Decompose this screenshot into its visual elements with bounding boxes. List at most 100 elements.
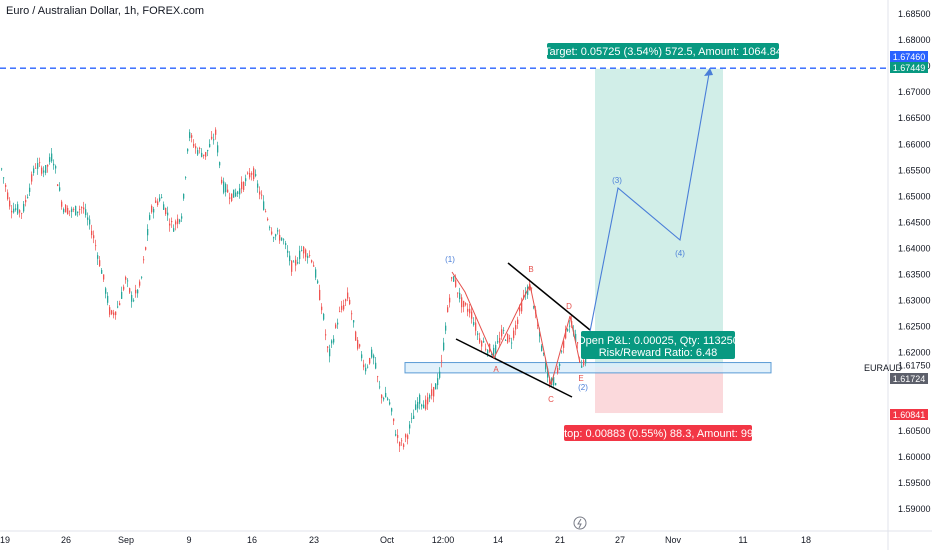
candle-body [517, 319, 519, 324]
candle-body [145, 247, 147, 250]
candle-body [451, 277, 453, 279]
candle-body [495, 345, 497, 354]
candle-body [139, 281, 141, 286]
x-tick-label: 14 [493, 535, 503, 545]
candle-body [147, 229, 149, 236]
candle-body [441, 360, 443, 362]
candle-body [271, 231, 273, 235]
candle-body [37, 163, 39, 169]
candle-body [17, 204, 19, 214]
candle-body [27, 197, 29, 199]
candle-body [73, 208, 75, 210]
x-tick-label: 26 [61, 535, 71, 545]
price-tag-top-green [890, 62, 928, 73]
candle-body [307, 255, 309, 259]
candle-body [321, 306, 323, 311]
candle-body [519, 307, 521, 312]
candle-body [349, 299, 351, 305]
candle-body [375, 362, 377, 369]
candle-body [529, 283, 531, 291]
projection-wave-line[interactable] [585, 67, 711, 353]
resistance-trendline[interactable] [507, 262, 591, 331]
candle-body [87, 217, 89, 220]
candle-body [101, 270, 103, 274]
candle-body [255, 174, 257, 176]
abcde-wave-line[interactable] [451, 271, 581, 386]
candle-body [409, 424, 411, 429]
candle-body [269, 227, 271, 229]
candle-body [107, 295, 109, 303]
candle-body [433, 387, 435, 397]
candle-body [293, 261, 295, 263]
candle-body [511, 342, 513, 344]
support-trendline[interactable] [455, 338, 573, 398]
candle-body [577, 342, 579, 344]
candle-body [35, 167, 37, 169]
target-zone[interactable] [595, 68, 723, 368]
y-tick-label: 1.61750 [898, 361, 931, 371]
y-tick-label: 1.62500 [898, 322, 931, 332]
candle-body [493, 347, 495, 356]
wave-label-blue: (2) [578, 383, 588, 392]
candle-body [193, 144, 195, 147]
candle-body [79, 209, 81, 210]
y-tick-label: 1.60500 [898, 426, 931, 436]
candle-body [223, 181, 225, 193]
candle-body [83, 207, 85, 210]
candle-body [319, 289, 321, 301]
candle-body [543, 352, 545, 355]
candle-body [399, 442, 401, 447]
candle-body [249, 172, 251, 178]
candle-body [217, 145, 219, 153]
candle-body [555, 383, 557, 386]
candle-body [61, 201, 63, 207]
candle-body [385, 392, 387, 398]
candle-body [169, 223, 171, 226]
candle-body [421, 404, 423, 407]
candle-body [475, 322, 477, 331]
candle-body [221, 179, 223, 184]
candle-body [235, 192, 237, 197]
candle-body [351, 313, 353, 315]
candle-body [45, 165, 47, 173]
candle-body [131, 295, 133, 302]
candle-body [141, 276, 143, 278]
candle-body [303, 246, 305, 254]
candle-body [205, 152, 207, 157]
candle-body [229, 197, 231, 199]
candle-body [513, 330, 515, 339]
price-tag-text: 1.67449 [893, 63, 926, 73]
candle-body [265, 211, 267, 213]
candle-body [467, 308, 469, 312]
support-zone[interactable] [404, 362, 772, 374]
candle-body [345, 299, 347, 302]
x-tick-label: Nov [665, 535, 682, 545]
x-tick-label: 19 [0, 535, 10, 545]
candle-body [549, 378, 551, 385]
y-tick-label: 1.63000 [898, 296, 931, 306]
candle-body [137, 289, 139, 294]
candle-body [241, 181, 243, 190]
candle-body [563, 340, 565, 348]
candle-body [1, 168, 3, 170]
candle-body [355, 331, 357, 341]
candle-body [93, 235, 95, 239]
candle-body [143, 259, 145, 261]
candle-body [171, 221, 173, 223]
candle-body [5, 184, 7, 187]
candle-body [443, 342, 445, 351]
candle-body [179, 219, 181, 223]
candle-body [157, 201, 159, 205]
candle-body [9, 200, 11, 207]
stop-zone[interactable] [595, 367, 723, 414]
candle-body [135, 289, 137, 294]
candle-body [403, 444, 405, 447]
candle-body [263, 201, 265, 210]
candle-body [425, 399, 427, 410]
candle-body [13, 208, 15, 213]
candle-body [259, 191, 261, 195]
lightning-icon[interactable] [573, 516, 587, 530]
candle-body [353, 320, 355, 323]
candle-body [243, 182, 245, 190]
